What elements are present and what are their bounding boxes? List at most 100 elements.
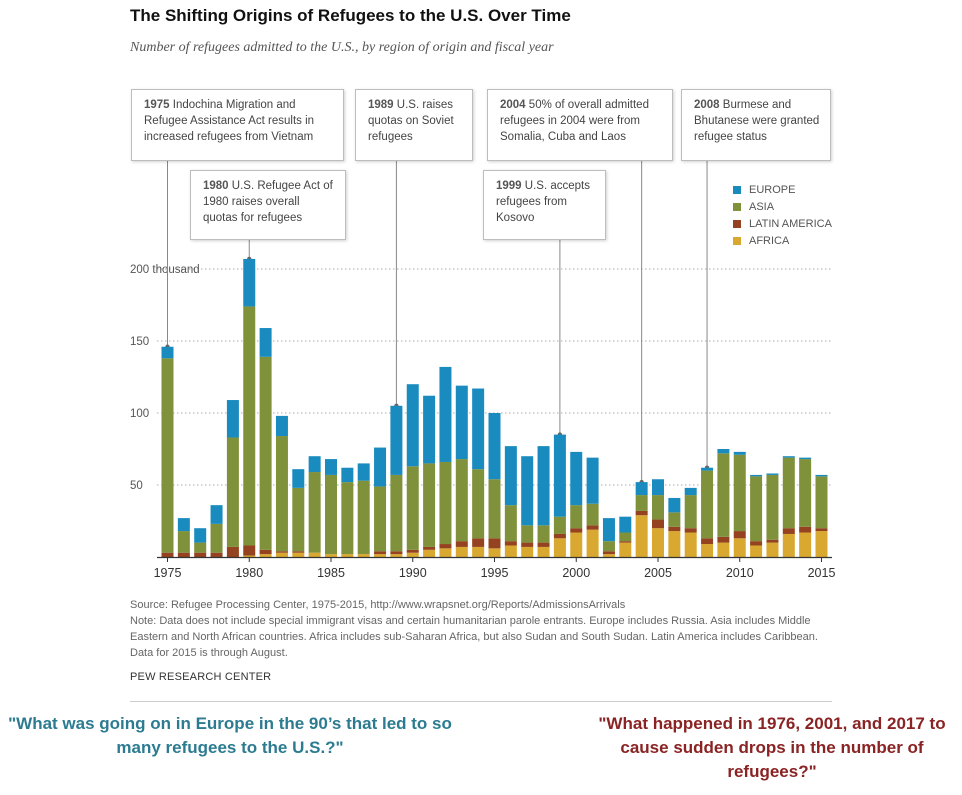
legend-label: LATIN AMERICA — [749, 217, 832, 230]
bar-asia-2012 — [766, 474, 779, 540]
data-note: Note: Data does not include special immi… — [130, 615, 818, 659]
bar-latin-america-2015 — [815, 528, 828, 532]
legend-swatch — [733, 185, 741, 194]
bar-europe-2013 — [782, 456, 795, 458]
bar-africa-1982 — [275, 552, 288, 557]
bar-latin-america-2009 — [717, 536, 730, 543]
legend-item-latin-america: LATIN AMERICA — [733, 215, 832, 232]
bar-asia-1978 — [210, 523, 223, 553]
bar-asia-1990 — [406, 466, 419, 550]
bar-asia-1977 — [194, 542, 207, 553]
bar-africa-2008 — [701, 544, 714, 557]
bar-europe-1986 — [341, 467, 354, 483]
y-tick-label: 150 — [130, 336, 149, 348]
bar-europe-1992 — [439, 366, 452, 462]
x-tick-label: 2015 — [808, 566, 836, 580]
bar-asia-1994 — [472, 469, 485, 539]
annotation-year: 1975 — [144, 99, 170, 111]
bar-latin-america-2012 — [766, 539, 779, 543]
bar-africa-2000 — [570, 532, 583, 557]
bar-europe-2015 — [815, 474, 828, 477]
annotation-year: 1989 — [368, 99, 394, 111]
legend-item-asia: ASIA — [733, 198, 832, 215]
bar-africa-1999 — [553, 538, 566, 557]
bar-latin-america-1994 — [472, 538, 485, 547]
legend-label: ASIA — [749, 200, 775, 213]
question-europe: "What was going on in Europe in the 90’s… — [8, 714, 452, 757]
bar-latin-america-1979 — [226, 546, 239, 557]
bar-asia-1998 — [537, 525, 550, 543]
bar-europe-2002 — [602, 518, 615, 542]
bar-asia-1995 — [488, 479, 501, 539]
bar-europe-2004 — [635, 482, 648, 496]
bar-latin-america-2011 — [750, 541, 763, 546]
bar-asia-2000 — [570, 505, 583, 529]
bar-africa-2015 — [815, 531, 828, 557]
bar-latin-america-1977 — [194, 552, 207, 557]
bar-latin-america-2006 — [668, 526, 681, 532]
bar-africa-2004 — [635, 515, 648, 557]
bar-asia-2004 — [635, 495, 648, 511]
annotation-text: U.S. Refugee Act of 1980 raises overall … — [203, 180, 333, 224]
bar-asia-2013 — [782, 457, 795, 529]
bar-africa-1997 — [521, 546, 534, 557]
bar-europe-2001 — [586, 457, 599, 504]
bar-europe-1987 — [357, 463, 370, 481]
annotation-text: U.S. raises quotas on Soviet refugees — [368, 99, 454, 143]
bar-asia-1987 — [357, 480, 370, 555]
source-note: Source: Refugee Processing Center, 1975-… — [130, 599, 626, 611]
bar-africa-2001 — [586, 529, 599, 557]
annotation-2008: 2008 Burmese and Bhutanese were granted … — [681, 89, 831, 161]
chart-title: The Shifting Origins of Refugees to the … — [130, 6, 571, 25]
y-tick-label: 200 thousand — [130, 264, 200, 276]
bar-europe-2010 — [733, 451, 746, 455]
bar-latin-america-1990 — [406, 549, 419, 553]
x-tick-label: 1985 — [317, 566, 345, 580]
bar-latin-america-2010 — [733, 531, 746, 539]
bar-europe-1975 — [161, 346, 174, 359]
bar-latin-america-1982 — [275, 551, 288, 553]
bar-africa-1992 — [439, 548, 452, 557]
bar-europe-2012 — [766, 473, 779, 475]
bar-latin-america-1989 — [390, 551, 403, 555]
bar-africa-1989 — [390, 554, 403, 557]
legend-label: AFRICA — [749, 234, 790, 247]
bar-africa-2005 — [652, 528, 664, 557]
annotation-year: 2004 — [500, 99, 526, 111]
chart-notes: Source: Refugee Processing Center, 1975-… — [130, 597, 830, 661]
x-tick-label: 1975 — [154, 566, 182, 580]
bar-europe-1990 — [406, 384, 419, 467]
bar-latin-america-2002 — [602, 551, 615, 555]
bar-europe-1988 — [374, 447, 387, 487]
bar-europe-1994 — [472, 388, 485, 470]
bar-asia-1983 — [292, 487, 305, 552]
bar-latin-america-1991 — [423, 546, 436, 550]
bar-europe-1996 — [504, 446, 517, 506]
bar-latin-america-1999 — [553, 533, 566, 539]
bar-africa-1983 — [292, 552, 305, 557]
bar-africa-1991 — [423, 549, 436, 557]
bar-europe-1979 — [226, 400, 239, 438]
bar-europe-1978 — [210, 505, 223, 524]
bar-africa-2007 — [684, 532, 697, 557]
x-tick-label: 2010 — [726, 566, 754, 580]
y-tick-label: 100 — [130, 408, 149, 420]
chart-legend: EUROPE ASIA LATIN AMERICA AFRICA — [733, 181, 832, 249]
annotation-1980: 1980 U.S. Refugee Act of 1980 raises ove… — [190, 170, 346, 240]
bar-asia-1985 — [325, 474, 337, 555]
bar-asia-2014 — [799, 459, 812, 527]
bar-latin-america-2005 — [652, 519, 664, 529]
bar-africa-1993 — [455, 546, 468, 557]
bar-asia-1976 — [177, 531, 190, 553]
bar-asia-1999 — [553, 516, 566, 534]
annotation-1999: 1999 U.S. accepts refugees from Kosovo — [483, 170, 606, 240]
bar-asia-1988 — [374, 486, 387, 552]
bar-latin-america-1983 — [292, 551, 305, 553]
bar-latin-america-1997 — [521, 542, 534, 547]
annotation-text: U.S. accepts refugees from Kosovo — [496, 180, 590, 224]
bar-latin-america-2004 — [635, 510, 648, 516]
bar-asia-1982 — [275, 436, 288, 552]
bar-europe-1976 — [177, 518, 190, 532]
bar-latin-america-1978 — [210, 552, 223, 557]
bar-asia-2002 — [602, 541, 615, 552]
